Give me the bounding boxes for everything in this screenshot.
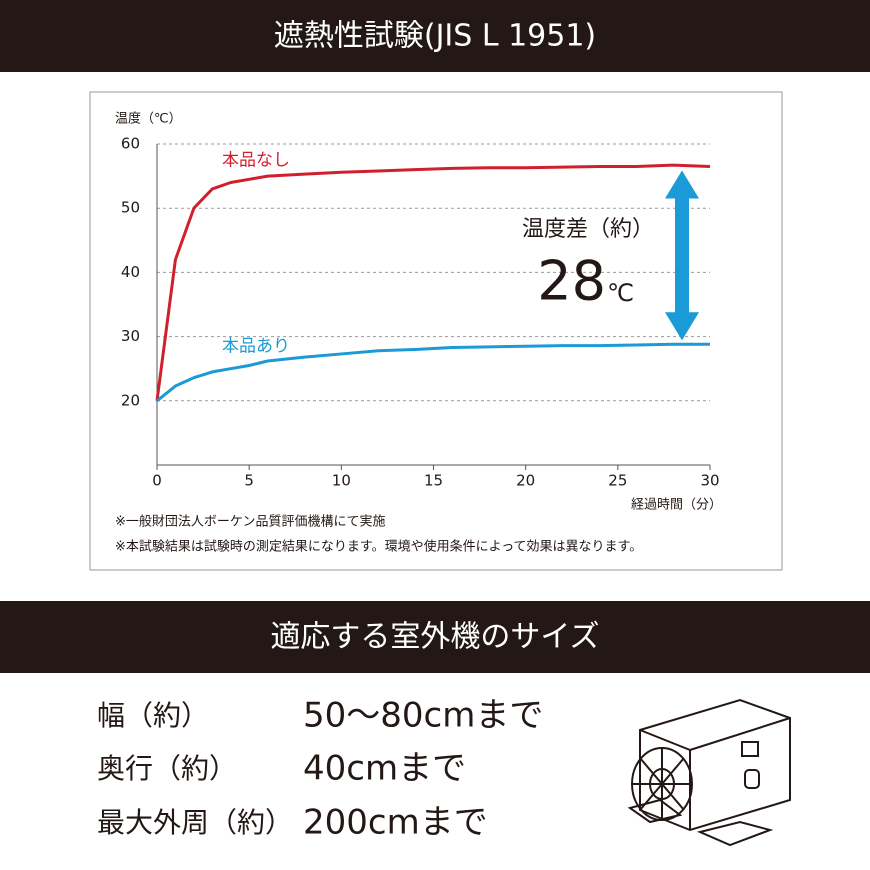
spec-value: 200cmまで: [303, 803, 488, 843]
series-line: [156, 342, 710, 402]
y-axis-label: 温度（℃）: [115, 111, 182, 127]
y-tick-label: 40: [121, 263, 140, 281]
spec-label: 奥行（約）: [97, 752, 237, 785]
header-bar: [0, 0, 870, 72]
spec-label: 幅（約）: [97, 699, 209, 732]
spec-value: 50〜80cmまで: [303, 696, 543, 736]
chart-frame: [89, 91, 783, 571]
series-label: 本品あり: [222, 337, 290, 357]
spec-value: 40cmまで: [303, 749, 466, 789]
x-tick-label: 5: [244, 472, 254, 490]
y-tick-label: 50: [121, 199, 140, 217]
x-tick-label: 0: [152, 472, 162, 490]
header-title: 遮熱性試験(JIS L 1951): [274, 19, 596, 54]
x-tick-label: 25: [608, 472, 627, 490]
y-tick-label: 20: [121, 391, 140, 409]
y-tick-label: 30: [121, 327, 140, 345]
annotation-value: 28: [537, 250, 606, 313]
outdoor-unit-icon: [627, 698, 791, 847]
x-tick-label: 10: [332, 472, 351, 490]
x-tick-label: 20: [516, 472, 535, 490]
y-tick-label: 60: [121, 135, 140, 153]
x-axis-label: 経過時間（分）: [631, 498, 722, 513]
series-label: 本品なし: [222, 151, 290, 171]
note: ※本試験結果は試験時の測定結果になります。環境や使用条件によって効果は異なります…: [115, 539, 642, 555]
series-line: [155, 163, 711, 401]
section-bar: [0, 601, 870, 673]
x-tick-label: 15: [424, 472, 443, 490]
note: ※一般財団法人ボーケン品質評価機構にて実施: [115, 514, 386, 530]
annotation-unit: ℃: [607, 279, 634, 307]
annotation-label: 温度差（約）: [522, 217, 654, 242]
spec-label: 最大外周（約）: [97, 806, 293, 839]
x-tick-label: 30: [700, 472, 719, 490]
difference-arrow: [665, 170, 699, 341]
section-title: 適応する室外機のサイズ: [270, 620, 599, 655]
